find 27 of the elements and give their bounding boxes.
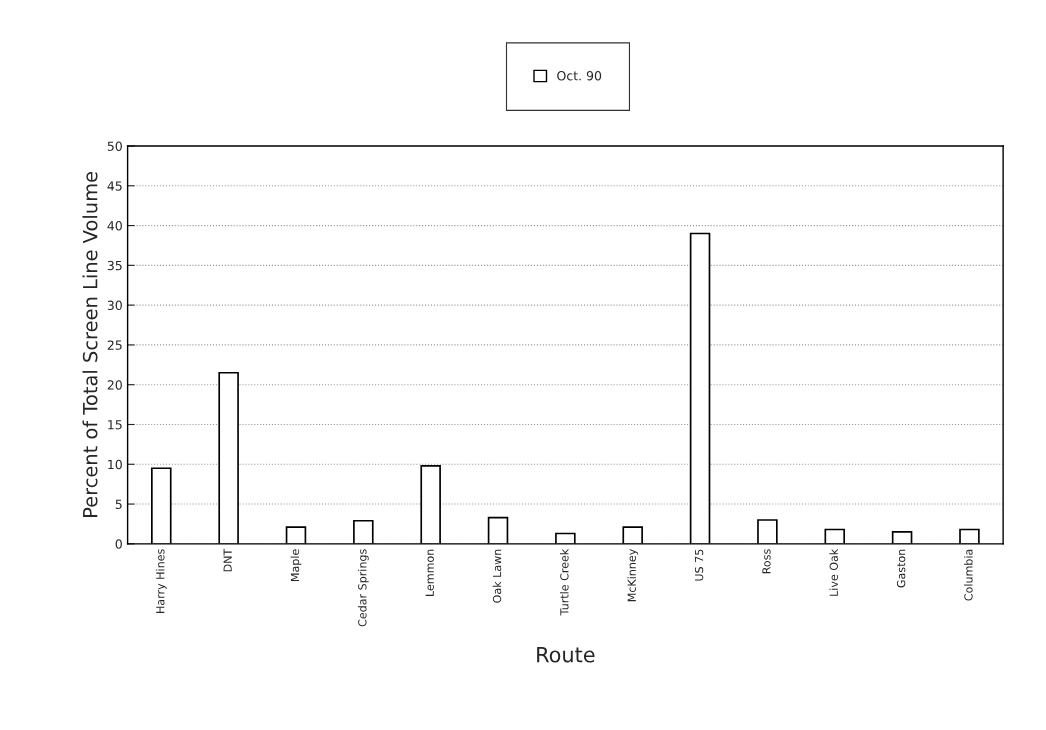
x-tick-label: Columbia bbox=[964, 549, 973, 601]
x-tick-label: DNT bbox=[223, 548, 232, 572]
y-axis-title: Percent of Total Screen Line Volume bbox=[82, 172, 98, 517]
x-tick-label: Harry Hines bbox=[155, 549, 167, 613]
x-tick-label: Cedar Springs bbox=[357, 549, 369, 627]
x-tick-label: McKinney bbox=[627, 549, 639, 602]
y-tick-label: 15 bbox=[108, 420, 122, 430]
x-tick-label: Gaston bbox=[896, 549, 906, 588]
y-tick-label: 0 bbox=[115, 539, 122, 549]
y-tick-label: 30 bbox=[107, 300, 122, 311]
x-tick-label: Lemmon bbox=[425, 549, 434, 596]
y-tick-label: 50 bbox=[107, 141, 122, 151]
x-tick-label: Ross bbox=[762, 549, 771, 574]
y-tick-label: 45 bbox=[107, 181, 122, 191]
x-axis-title: Route bbox=[537, 647, 595, 663]
y-tick-label: 25 bbox=[107, 340, 122, 350]
y-tick-label: 40 bbox=[107, 221, 122, 231]
x-tick-label: Live Oak bbox=[829, 548, 838, 596]
x-tick-label: US 75 bbox=[694, 549, 704, 581]
y-tick-label: 5 bbox=[115, 499, 122, 509]
x-tick-label: Maple bbox=[290, 549, 302, 581]
y-tick-label: 20 bbox=[107, 380, 122, 390]
y-tick-label: 10 bbox=[108, 459, 122, 470]
x-tick-label: Turtle Creek bbox=[559, 548, 569, 616]
legend-label: Oct. 90 bbox=[557, 71, 602, 81]
x-tick-label: Oak Lawn bbox=[492, 549, 502, 603]
y-tick-label: 35 bbox=[107, 260, 122, 271]
